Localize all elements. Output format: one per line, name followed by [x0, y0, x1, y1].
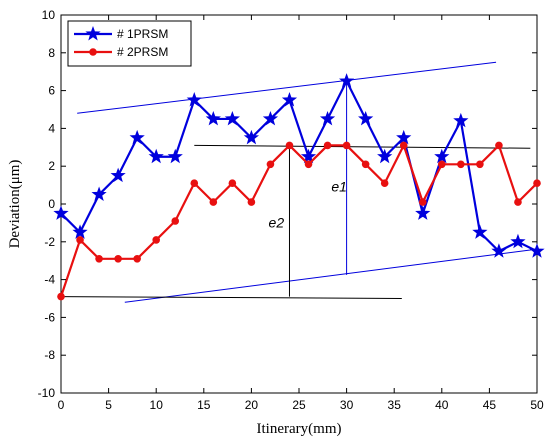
y-tick-label: 6: [48, 84, 55, 98]
reference-line: [194, 144, 531, 149]
data-point: [281, 92, 298, 107]
data-point: [186, 92, 202, 107]
data-point: [266, 160, 275, 169]
y-tick-label: 2: [48, 159, 55, 173]
x-tick-label: 40: [435, 398, 449, 412]
data-point: [361, 160, 370, 169]
data-point: [529, 243, 545, 258]
data-point: [224, 110, 240, 126]
data-point: [148, 148, 164, 164]
y-tick-label: 10: [42, 8, 56, 22]
series-1: [53, 73, 545, 258]
data-point: [171, 217, 180, 225]
data-point: [399, 141, 408, 150]
y-tick-label: 8: [48, 46, 55, 60]
data-point: [152, 236, 160, 244]
data-point: [110, 167, 126, 183]
data-point: [228, 179, 237, 188]
x-tick-label: 20: [245, 398, 259, 412]
data-point: [304, 160, 313, 169]
data-point: [380, 179, 389, 188]
data-point: [205, 110, 221, 126]
x-tick-label: 25: [292, 398, 306, 412]
data-point: [438, 160, 446, 169]
data-point: [491, 243, 507, 258]
data-point: [247, 198, 256, 206]
data-point: [510, 233, 526, 249]
data-point: [415, 205, 431, 220]
y-tick-label: -10: [38, 386, 56, 400]
data-point: [53, 205, 69, 220]
data-point: [133, 255, 141, 263]
data-point: [262, 110, 279, 126]
y-axis-label: Deviation(μm): [7, 160, 23, 249]
annotation-e2: e2: [269, 215, 285, 231]
legend-item: # 2PRSM: [74, 45, 168, 59]
data-point: [91, 186, 107, 202]
reference-line: [60, 296, 402, 299]
data-point: [243, 129, 260, 145]
data-point: [342, 141, 351, 150]
data-point: [323, 141, 332, 150]
data-point: [95, 255, 103, 263]
legend-marker: [85, 26, 101, 41]
annotations: e1 e2: [269, 179, 347, 231]
annotation-e1: e1: [331, 179, 347, 195]
data-point: [476, 160, 484, 169]
x-tick-label: 45: [483, 398, 497, 412]
x-tick-label: 0: [58, 398, 65, 412]
x-tick-label: 10: [150, 398, 164, 412]
y-tick-label: 0: [48, 197, 55, 211]
data-point: [114, 255, 122, 263]
legend-marker: [89, 48, 97, 56]
data-point: [472, 224, 488, 239]
x-tick-label: 15: [197, 398, 211, 412]
data-point: [190, 179, 199, 188]
y-tick-label: -4: [44, 273, 55, 287]
series-layer: [53, 73, 545, 301]
reference-line: [77, 61, 497, 114]
data-point: [285, 141, 294, 150]
axis-ticks: 0 5 10 15 20 25 30 35 40 45 50 -10 -8 -6 -4 -2 0 2 4 6 8 10: [38, 8, 544, 412]
y-tick-label: 4: [48, 121, 55, 135]
x-axis-label: Itinerary(mm): [257, 421, 342, 437]
reference-line: [124, 248, 536, 303]
data-point: [533, 179, 541, 188]
x-tick-label: 5: [105, 398, 112, 412]
data-point: [495, 141, 503, 150]
legend-item: # 1PRSM: [74, 26, 168, 41]
data-point: [57, 292, 65, 301]
data-point: [377, 148, 393, 164]
legend-label: # 2PRSM: [117, 45, 168, 59]
y-tick-label: -8: [44, 348, 55, 362]
reference-lines: [60, 61, 536, 303]
x-tick-label: 35: [388, 398, 402, 412]
x-tick-label: 30: [340, 398, 354, 412]
data-point: [209, 198, 218, 206]
x-tick-label: 50: [530, 398, 544, 412]
legend-box: [67, 20, 192, 67]
data-point: [514, 198, 522, 206]
data-point: [457, 160, 465, 169]
series-2: [57, 141, 541, 301]
data-point: [72, 224, 88, 239]
y-tick-label: -2: [44, 235, 55, 249]
data-point: [434, 148, 450, 164]
legend-label: # 1PRSM: [117, 27, 168, 41]
data-point: [300, 148, 317, 164]
data-point: [396, 129, 412, 145]
data-point: [129, 129, 145, 145]
plot-area: [60, 14, 538, 394]
data-point: [338, 73, 355, 88]
data-point: [76, 236, 84, 244]
data-point: [418, 198, 427, 206]
legend: # 1PRSM # 2PRSM: [67, 20, 192, 67]
data-point: [358, 110, 374, 126]
data-point: [167, 148, 183, 164]
y-tick-label: -6: [44, 310, 55, 324]
data-point: [319, 110, 336, 126]
data-point: [453, 112, 469, 128]
